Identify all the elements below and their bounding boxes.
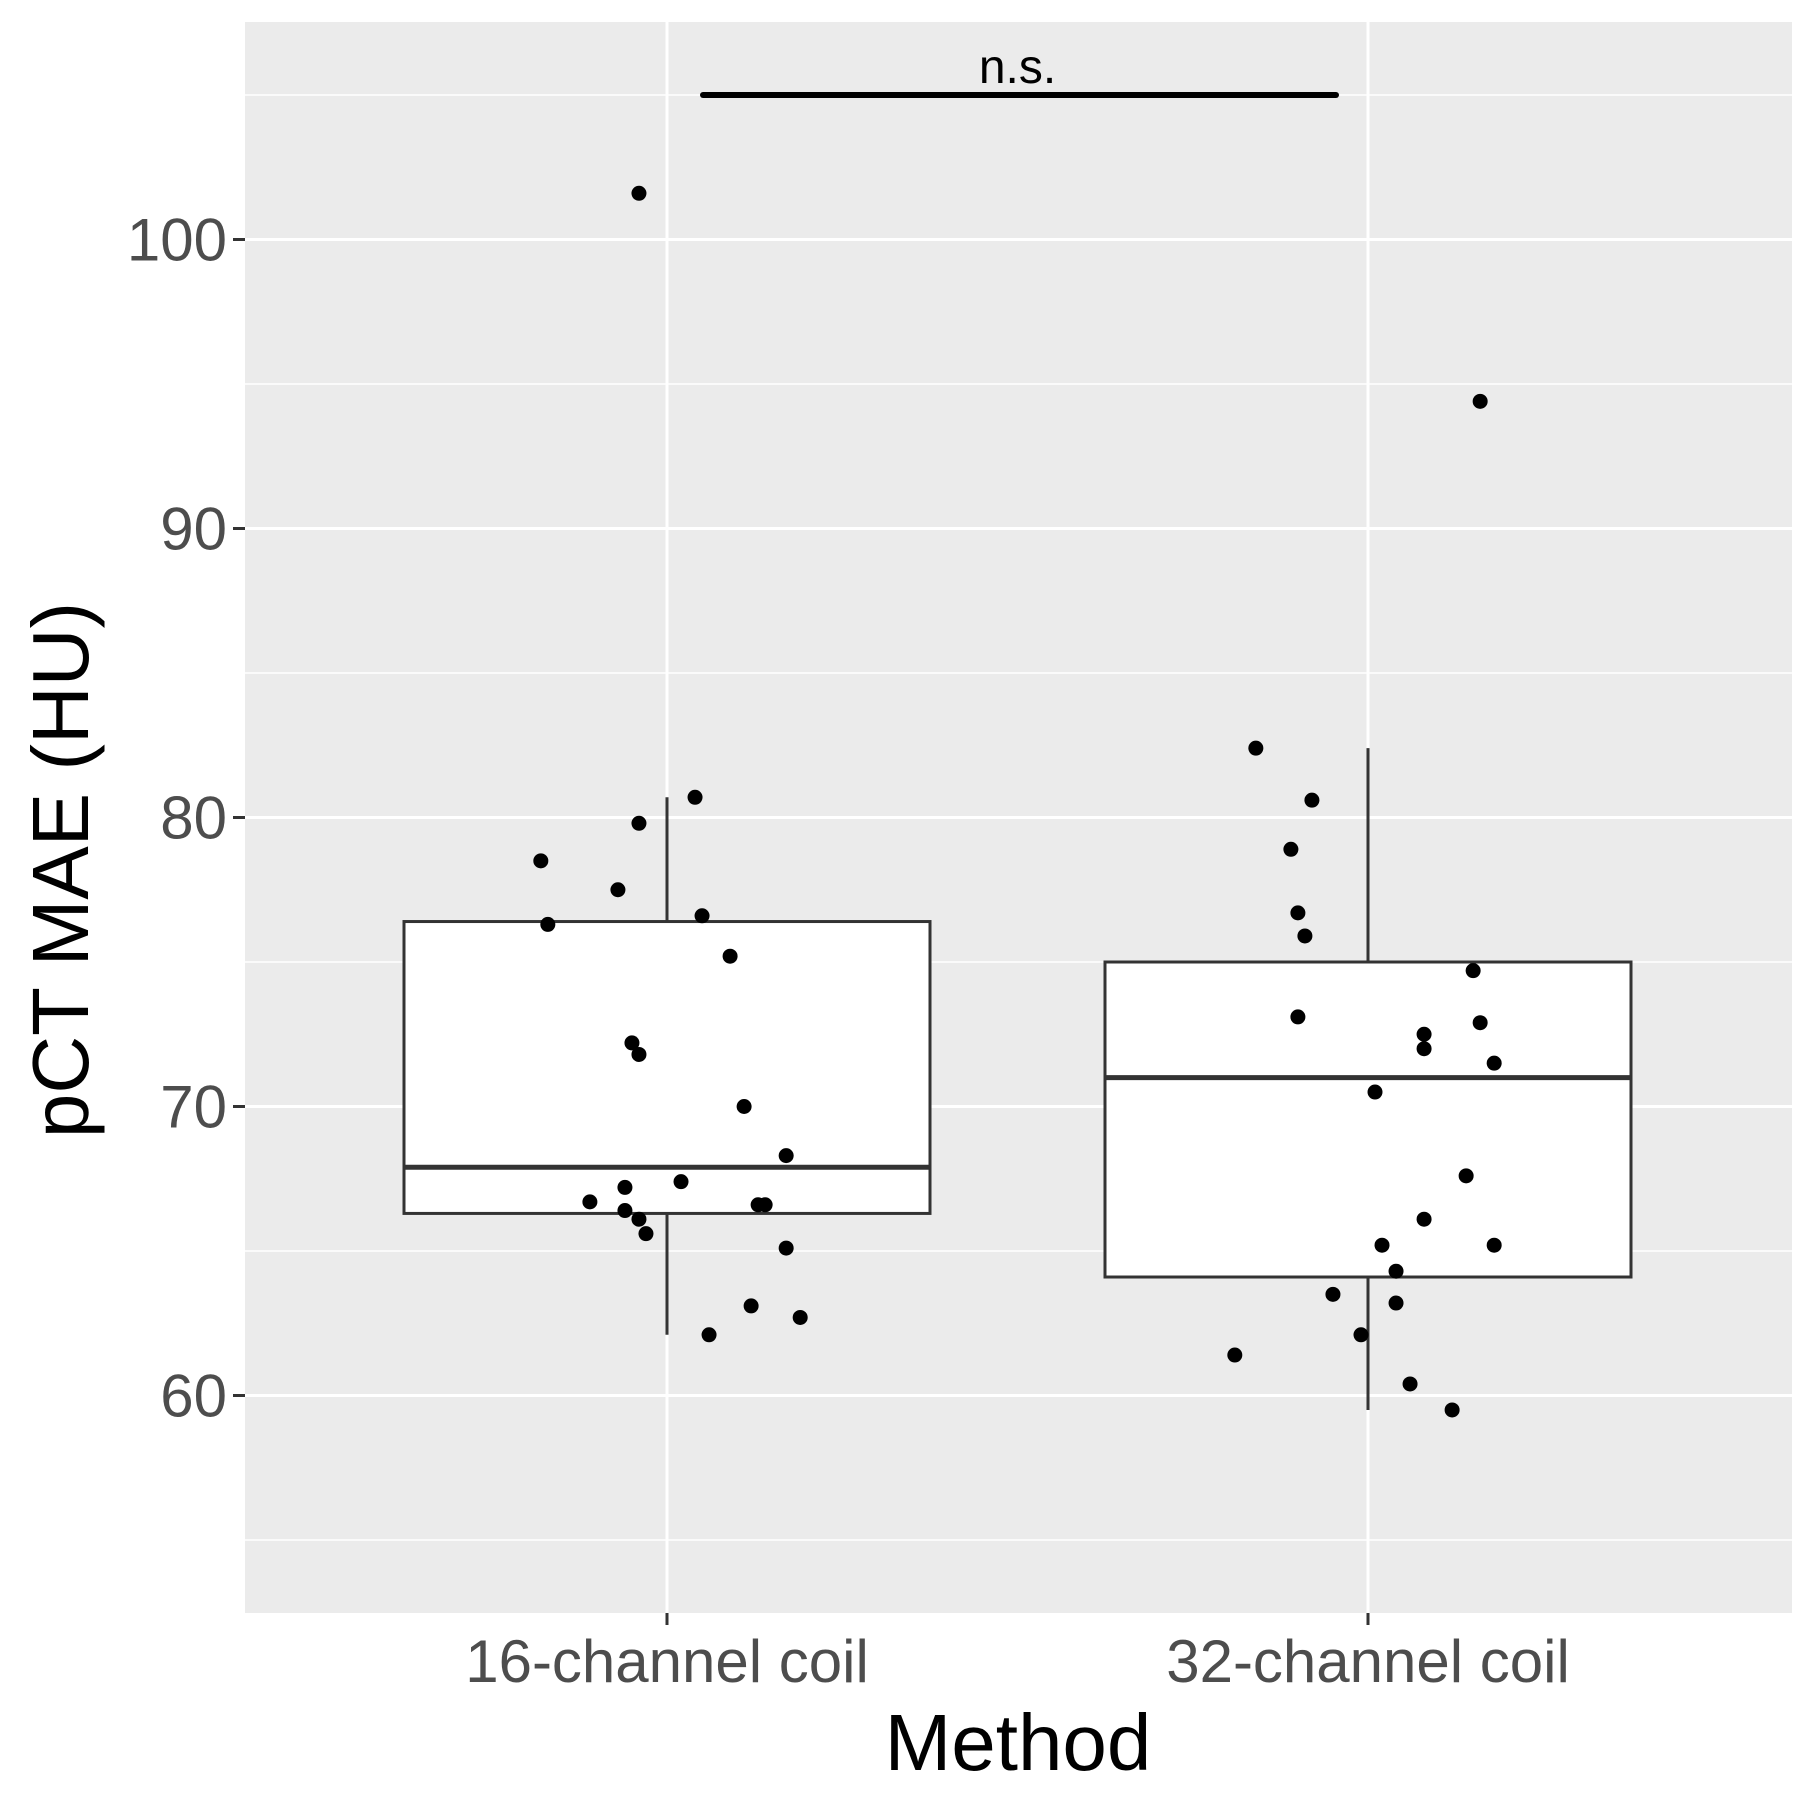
y-tick-label: 60: [160, 1363, 227, 1430]
x-tick-label: 16-channel coil: [465, 1628, 869, 1695]
data-point: [1297, 928, 1313, 944]
boxes: [402, 748, 1633, 1410]
data-point: [701, 1327, 717, 1343]
x-tick-label: 32-channel coil: [1166, 1628, 1570, 1695]
y-axis-title: pCT MAE (HU): [16, 602, 105, 1138]
data-point: [778, 1240, 794, 1256]
data-point: [778, 1148, 794, 1164]
data-point: [1304, 792, 1320, 808]
data-point: [638, 1226, 654, 1242]
data-point: [582, 1194, 598, 1210]
significance-bracket: n.s.: [700, 41, 1339, 98]
data-point: [1353, 1327, 1369, 1343]
y-tick-label: 100: [127, 207, 227, 274]
data-point: [1416, 1026, 1432, 1042]
data-point: [617, 1179, 633, 1195]
data-point: [736, 1099, 752, 1114]
data-point: [610, 882, 626, 898]
data-point: [1248, 740, 1264, 756]
data-point: [631, 185, 647, 201]
data-point: [540, 916, 556, 932]
data-point: [1458, 1168, 1474, 1184]
y-tick-label: 80: [160, 785, 227, 852]
data-point: [1486, 1055, 1502, 1071]
data-point: [1388, 1295, 1404, 1311]
data-point: [533, 853, 549, 869]
data-point: [757, 1197, 773, 1213]
data-point: [1374, 1237, 1390, 1253]
x-axis-title: Method: [885, 1698, 1152, 1787]
data-point: [624, 1035, 640, 1051]
box-group: [402, 797, 932, 1335]
data-point: [1388, 1263, 1404, 1279]
box-group: [1103, 748, 1633, 1410]
box: [1103, 960, 1633, 1279]
data-point: [722, 948, 738, 964]
significance-label: n.s.: [979, 41, 1056, 94]
y-tick-label: 90: [160, 496, 227, 563]
data-point: [792, 1309, 808, 1325]
data-point: [631, 815, 647, 831]
data-point: [1227, 1347, 1243, 1363]
data-point: [1465, 963, 1481, 979]
data-point: [1472, 393, 1488, 409]
data-point: [617, 1203, 633, 1219]
x-axis: 16-channel coil 32-channel coil: [465, 1613, 1570, 1695]
data-point: [1290, 905, 1306, 921]
data-point: [1283, 841, 1299, 857]
data-point: [1402, 1376, 1418, 1392]
data-point: [1444, 1402, 1460, 1418]
data-point: [694, 908, 710, 924]
data-points: [533, 185, 1502, 1418]
y-tick-label: 70: [160, 1074, 227, 1141]
data-point: [687, 789, 703, 805]
data-point: [1416, 1211, 1432, 1227]
y-axis: 60 70 80 90 100: [127, 207, 245, 1430]
data-point: [743, 1298, 759, 1314]
data-point: [1416, 1041, 1432, 1057]
data-point: [1486, 1237, 1502, 1253]
data-point: [673, 1174, 689, 1190]
data-point: [631, 1046, 647, 1062]
data-point: [1325, 1286, 1341, 1302]
data-point: [1472, 1015, 1488, 1031]
data-point: [1290, 1009, 1306, 1025]
data-point: [631, 1211, 647, 1227]
data-point: [1367, 1084, 1383, 1100]
